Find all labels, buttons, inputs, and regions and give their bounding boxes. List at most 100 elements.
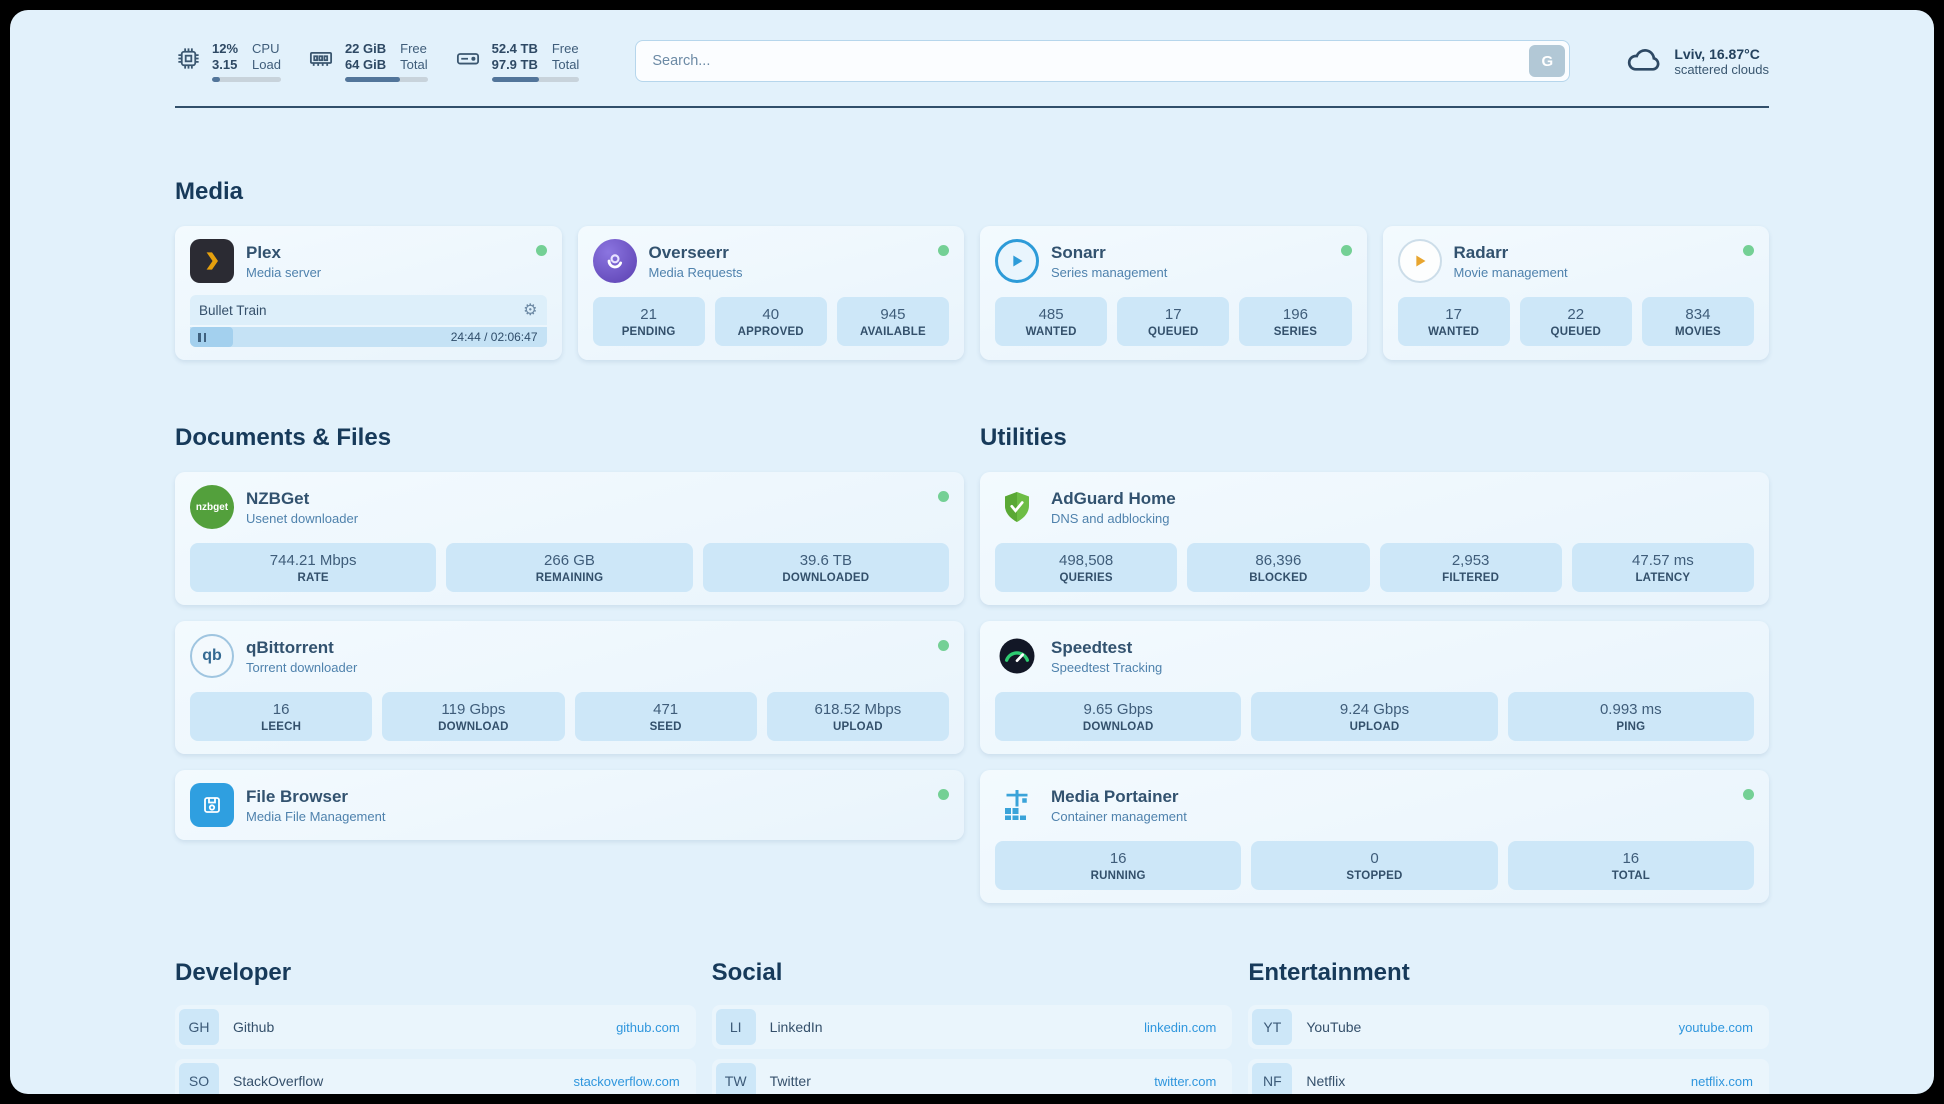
card-overseerr[interactable]: Overseerr Media Requests 21 PENDING 40 A… (577, 226, 964, 360)
disk-label-bottom: Total (551, 56, 580, 72)
stat-approved: 40 APPROVED (714, 297, 827, 346)
ram-progress-track (344, 76, 428, 82)
header-bar: 12% CPU 3.15 Load 22 Gi (175, 40, 1769, 82)
stat-leech: 16 LEECH (190, 692, 373, 741)
ram-label-top: Free (400, 40, 427, 56)
card-title: Speedtest (1051, 637, 1133, 657)
overseerr-icon (592, 239, 637, 283)
stat-upload: 618.52 Mbps UPLOAD (766, 692, 949, 741)
bookmark-youtube[interactable]: YT YouTube youtube.com (1248, 1005, 1769, 1049)
header-divider (175, 106, 1769, 108)
playback-time: 24:44 / 02:06:47 (450, 330, 538, 344)
stat-wanted: 17 WANTED (1397, 297, 1510, 346)
status-dot (938, 640, 949, 651)
bookmark-columns: Developer GH Github github.com SO StackO… (175, 959, 1769, 1094)
bookmark-twitter[interactable]: TW Twitter twitter.com (711, 1059, 1233, 1094)
section-title-utilities: Utilities (980, 424, 1067, 451)
card-adguard[interactable]: AdGuard Home DNS and adblocking 498,508 … (980, 472, 1769, 605)
stat-upload: 9.24 Gbps UPLOAD (1251, 692, 1498, 741)
stat-download: 9.65 Gbps DOWNLOAD (995, 692, 1242, 741)
weather-location: Lviv, 16.87°C (1674, 45, 1760, 62)
stat-remaining: 266 GB REMAINING (446, 543, 693, 592)
now-playing-widget: Bullet Train ⚙ 24:44 / 02:06:47 (190, 295, 547, 347)
card-subtitle: Usenet downloader (246, 510, 359, 526)
search-input[interactable] (635, 40, 1571, 82)
card-subtitle: Media server (246, 264, 322, 280)
bookmark-linkedin[interactable]: LI LinkedIn linkedin.com (711, 1005, 1233, 1049)
card-title: Media Portainer (1051, 786, 1179, 806)
bookmark-abbr: NF (1252, 1063, 1293, 1094)
nzbget-icon: nzbget (190, 485, 234, 529)
pause-icon[interactable] (198, 332, 201, 342)
card-title: Overseerr (648, 242, 729, 262)
card-qbittorrent[interactable]: qb qBittorrent Torrent downloader 16 LEE… (175, 621, 964, 754)
stat-download: 119 Gbps DOWNLOAD (382, 692, 565, 741)
stat-ping: 0.993 ms PING (1507, 692, 1754, 741)
card-subtitle: Movie management (1453, 264, 1568, 280)
bookmark-abbr: TW (715, 1063, 756, 1094)
bookmark-url[interactable]: github.com (616, 1019, 680, 1035)
bookmark-netflix[interactable]: NF Netflix netflix.com (1248, 1059, 1769, 1094)
bookmark-abbr: SO (179, 1063, 219, 1094)
card-title: NZBGet (246, 488, 310, 508)
card-nzbget[interactable]: nzbget NZBGet Usenet downloader 744.21 M… (175, 472, 964, 605)
search-bar: G (635, 40, 1571, 82)
stat-wanted: 485 WANTED (995, 297, 1108, 346)
bookmark-url[interactable]: linkedin.com (1144, 1019, 1217, 1035)
card-title: qBittorrent (246, 637, 334, 657)
status-dot (1340, 245, 1352, 256)
bookmark-name: Netflix (1306, 1073, 1346, 1089)
bookmark-abbr: GH (179, 1009, 219, 1045)
bookmark-name: Twitter (769, 1073, 811, 1089)
stat-queries: 498,508 QUERIES (995, 543, 1178, 592)
weather-condition: scattered clouds (1674, 61, 1769, 77)
disk-free: 52.4 TB (491, 40, 538, 56)
ram-free: 22 GiB (344, 40, 387, 56)
stat-queued: 17 QUEUED (1117, 297, 1230, 346)
card-radarr[interactable]: Radarr Movie management 17 WANTED 22 QUE… (1382, 226, 1769, 360)
card-filebrowser[interactable]: File Browser Media File Management (175, 770, 964, 840)
stat-pending: 21 PENDING (592, 297, 705, 346)
dashboard-page: 12% CPU 3.15 Load 22 Gi (10, 10, 1934, 1094)
card-plex[interactable]: Plex Media server Bullet Train ⚙ 24:44 /… (175, 226, 562, 360)
bookmark-name: YouTube (1306, 1019, 1362, 1035)
cpu-load-value: 3.15 (212, 56, 238, 72)
stat-downloaded: 39.6 TB DOWNLOADED (702, 543, 949, 592)
card-portainer[interactable]: Media Portainer Container management 16 … (980, 770, 1769, 903)
bookmark-url[interactable]: youtube.com (1678, 1019, 1753, 1035)
status-dot (938, 491, 949, 502)
cpu-widget: 12% CPU 3.15 Load (175, 41, 281, 82)
ram-progress-fill (344, 76, 400, 82)
stat-seed: 471 SEED (574, 692, 757, 741)
qbittorrent-icon: qb (190, 634, 234, 678)
card-title: AdGuard Home (1051, 488, 1176, 508)
section-title-media: Media (175, 178, 244, 205)
status-dot (938, 789, 949, 800)
bookmark-github[interactable]: GH Github github.com (175, 1005, 696, 1049)
bookmark-name: Github (233, 1019, 275, 1035)
bookmark-abbr: YT (1252, 1009, 1293, 1045)
speedtest-icon (995, 634, 1039, 678)
stat-movies: 834 MOVIES (1641, 297, 1755, 346)
card-speedtest[interactable]: Speedtest Speedtest Tracking 9.65 Gbps D… (980, 621, 1769, 754)
bookmark-url[interactable]: stackoverflow.com (573, 1073, 680, 1089)
bookmark-url[interactable]: twitter.com (1154, 1073, 1217, 1089)
stat-rate: 744.21 Mbps RATE (190, 543, 437, 592)
radarr-icon (1397, 239, 1442, 283)
bookmark-url[interactable]: netflix.com (1690, 1073, 1753, 1089)
search-provider-button[interactable]: G (1529, 45, 1566, 77)
ram-icon (307, 45, 335, 77)
playback-progress-bar[interactable]: 24:44 / 02:06:47 (190, 327, 547, 347)
now-playing-title: Bullet Train (199, 302, 267, 318)
stat-available: 945 AVAILABLE (836, 297, 950, 346)
card-subtitle: Media Requests (648, 264, 743, 280)
portainer-icon (995, 783, 1039, 827)
card-subtitle: Series management (1051, 264, 1168, 280)
card-sonarr[interactable]: Sonarr Series management 485 WANTED 17 Q… (980, 226, 1367, 360)
stat-running: 16 RUNNING (995, 841, 1242, 890)
bookmark-stackoverflow[interactable]: SO StackOverflow stackoverflow.com (175, 1059, 696, 1094)
gear-icon[interactable]: ⚙ (523, 302, 538, 319)
disk-total: 97.9 TB (491, 56, 538, 72)
plex-icon (190, 239, 234, 283)
disk-label-top: Free (551, 40, 579, 56)
